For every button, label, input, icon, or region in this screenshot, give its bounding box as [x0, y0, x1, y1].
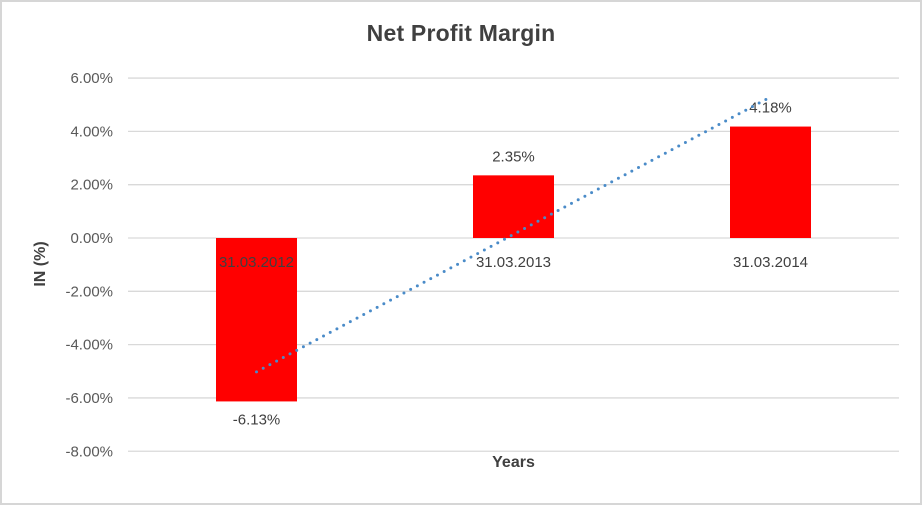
category-label: 31.03.2013 [476, 254, 551, 271]
category-label: 31.03.2012 [219, 254, 294, 271]
y-tick-label: 6.00% [70, 70, 113, 87]
x-axis-title: Years [492, 454, 535, 471]
y-tick-label: -8.00% [65, 443, 113, 460]
trendline [255, 95, 772, 374]
y-tick-label: 2.00% [70, 177, 113, 194]
y-tick-label: -6.00% [65, 390, 113, 407]
bar [473, 175, 554, 238]
data-label: -6.13% [233, 411, 281, 428]
chart-title: Net Profit Margin [366, 20, 556, 46]
y-tick-label: 0.00% [70, 230, 113, 247]
bar [216, 238, 297, 402]
y-tick-label: 4.00% [70, 123, 113, 140]
y-tick-label: -2.00% [65, 283, 113, 300]
data-label: 4.18% [749, 100, 792, 117]
category-label: 31.03.2014 [733, 254, 808, 271]
y-tick-label: -4.00% [65, 337, 113, 354]
data-label: 2.35% [492, 148, 535, 165]
bar [730, 126, 811, 238]
